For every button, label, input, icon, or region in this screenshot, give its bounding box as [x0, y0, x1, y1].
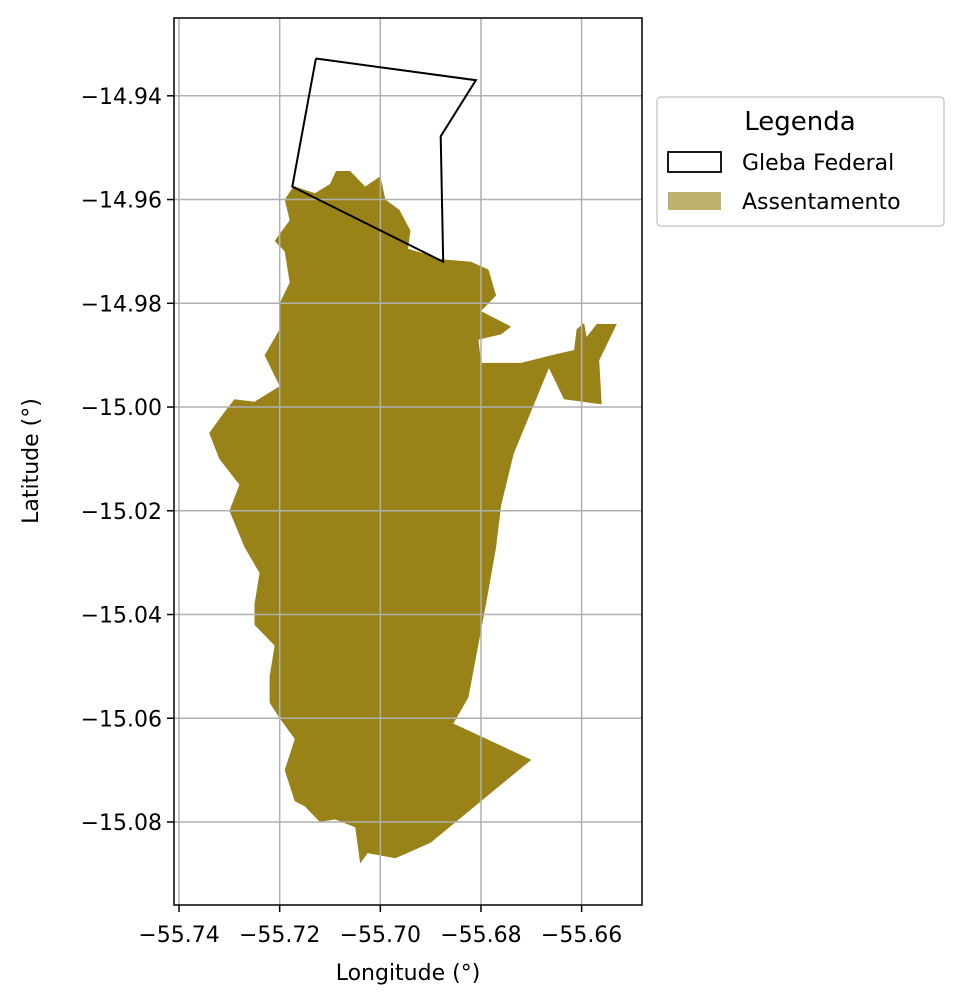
y-tick-label: −15.02 [81, 500, 162, 525]
y-tick-label: −14.94 [81, 85, 162, 110]
x-axis-label: Longitude (°) [336, 961, 481, 986]
y-tick-label: −15.04 [81, 604, 162, 629]
gleba-federal-outline [291, 57, 478, 264]
legend-swatch-assentamento [668, 192, 721, 210]
assentamento-polygon [209, 171, 617, 864]
assentamento-layer [209, 171, 617, 864]
x-tick-label: −55.68 [440, 923, 521, 948]
gleba-federal-layer [291, 57, 478, 264]
y-tick-label: −15.06 [81, 707, 162, 732]
y-tick-label: −14.98 [81, 292, 162, 317]
x-axis-ticks: −55.74 −55.72 −55.70 −55.68 −55.66 [138, 905, 622, 948]
x-tick-label: −55.66 [541, 923, 622, 948]
legend-swatch-gleba-federal [667, 151, 722, 173]
grid-lines [174, 18, 642, 905]
plot-area: −55.74 −55.72 −55.70 −55.68 −55.66 −14.94−14… [81, 17, 643, 948]
y-tick-label: −15.00 [81, 396, 162, 421]
y-tick-label: −15.08 [81, 811, 162, 836]
y-axis-ticks: −14.94 −14.96 −14.98 −15.00 −15.02 −15.04 −15.… [81, 85, 174, 836]
legend-label-assentamento: Assentamento [742, 190, 901, 215]
x-tick-label: −55.70 [340, 923, 421, 948]
x-tick-label: −55.72 [239, 923, 320, 948]
legend-title: Legenda [744, 107, 855, 137]
plot-frame [173, 17, 643, 906]
legend: Legenda Gleba Federal Assentamento [656, 96, 945, 227]
y-tick-label: −14.96 [81, 189, 162, 214]
y-axis-label: Latitude (°) [19, 398, 44, 524]
x-tick-label: −55.74 [138, 923, 219, 948]
legend-label-gleba-federal: Gleba Federal [742, 151, 894, 176]
legend-box [656, 96, 945, 227]
